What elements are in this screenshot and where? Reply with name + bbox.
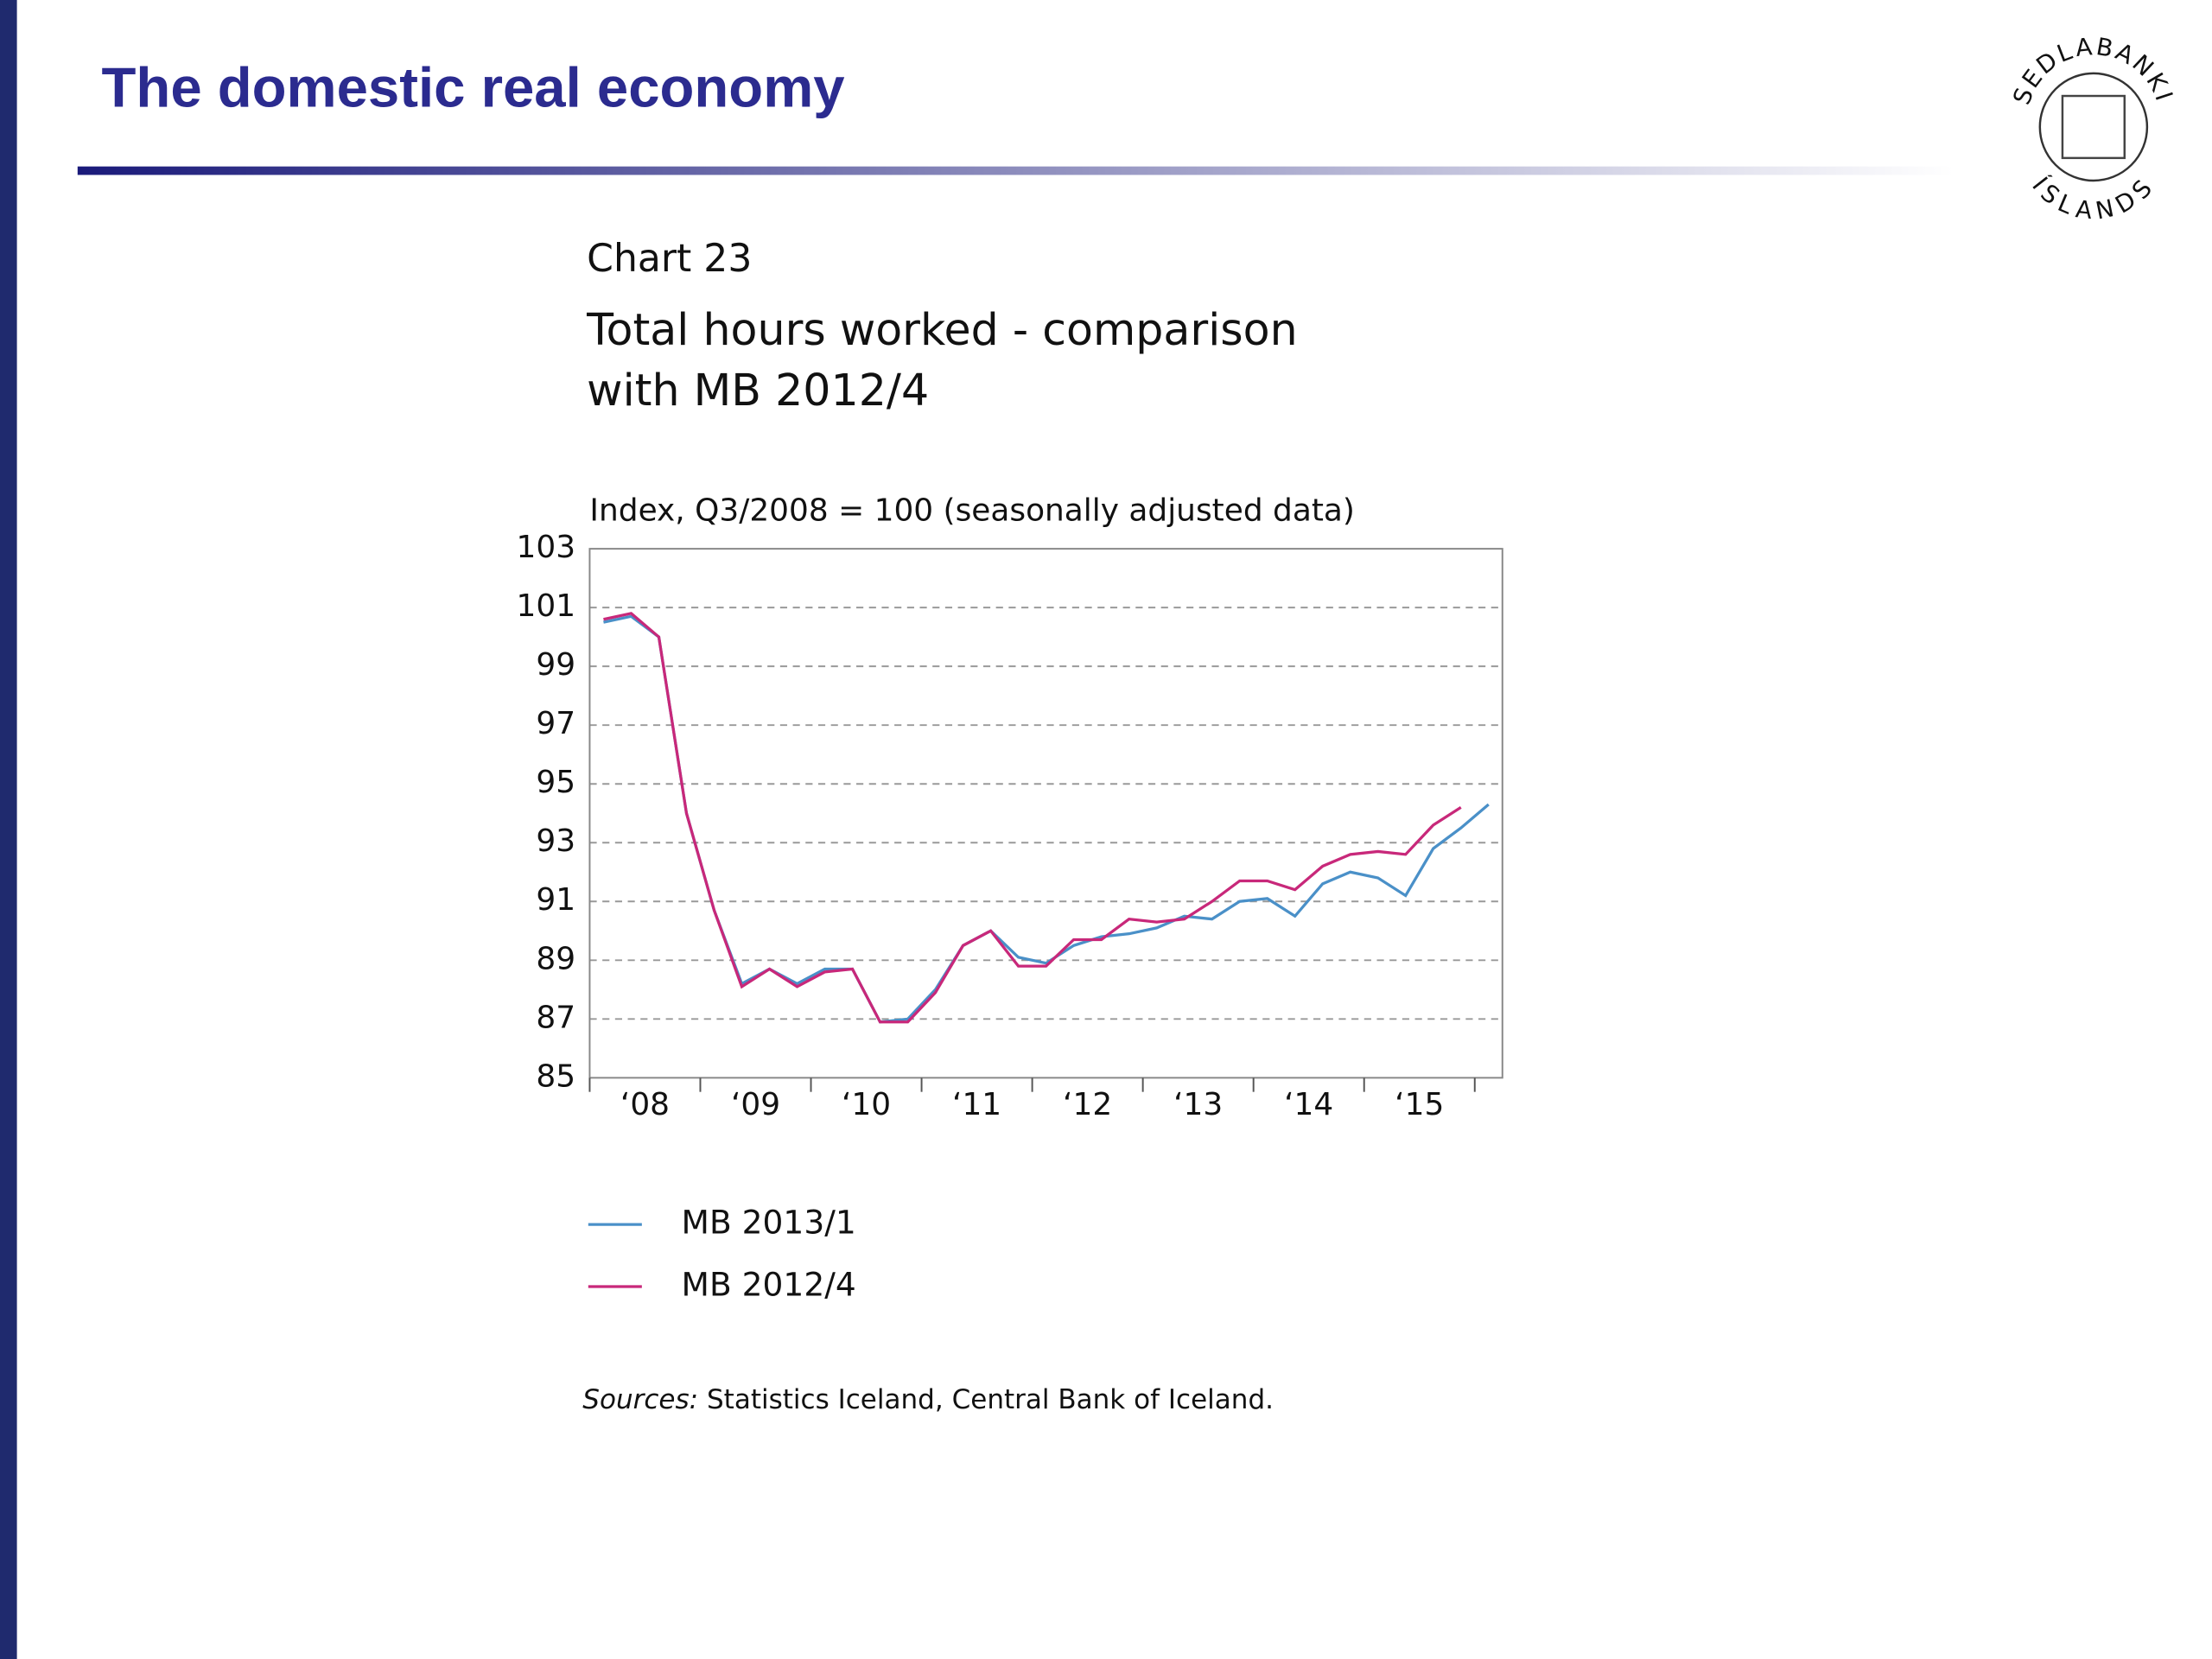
y-tick-label: 93 bbox=[536, 823, 575, 859]
source-label: Sources: bbox=[582, 1384, 698, 1415]
y-tick-label: 91 bbox=[536, 882, 575, 918]
x-tick-label: ‘09 bbox=[731, 1087, 780, 1122]
chart-title: Total hours worked - comparison bbox=[586, 304, 1298, 355]
title-rule bbox=[77, 166, 1955, 175]
slide-title: The domestic real economy bbox=[102, 55, 845, 118]
plot-frame bbox=[588, 548, 1503, 1079]
x-tick-label: ‘12 bbox=[1063, 1087, 1112, 1122]
y-tick-label: 97 bbox=[536, 706, 575, 741]
y-tick-label: 99 bbox=[536, 647, 575, 683]
chart-title: with MB 2012/4 bbox=[587, 365, 929, 416]
logo-bottom: ÍSLANDS bbox=[2026, 171, 2156, 226]
x-tick-label: ‘13 bbox=[1173, 1087, 1223, 1122]
x-tick-label: ‘08 bbox=[620, 1087, 670, 1122]
x-tick-label: ‘14 bbox=[1284, 1087, 1333, 1122]
chart-subtitle: Index, Q3/2008 = 100 (seasonally adjuste… bbox=[589, 493, 1354, 529]
x-tick-label: ‘10 bbox=[842, 1087, 891, 1122]
y-tick-label: 89 bbox=[536, 941, 575, 976]
logo-shield bbox=[2061, 94, 2126, 160]
series-line bbox=[603, 614, 1490, 1024]
y-tick-label: 87 bbox=[536, 1000, 575, 1035]
side-bar bbox=[0, 0, 17, 1659]
source-text: Statistics Iceland, Central Bank of Icel… bbox=[707, 1384, 1274, 1415]
y-tick-label: 85 bbox=[536, 1058, 575, 1094]
source: Sources: Statistics Iceland, Central Ban… bbox=[582, 1384, 1274, 1415]
x-tick-label: ‘15 bbox=[1395, 1087, 1444, 1122]
x-tick-label: ‘11 bbox=[952, 1087, 1001, 1122]
legend-label: MB 2013/1 bbox=[682, 1204, 856, 1242]
chart-label: Chart 23 bbox=[587, 237, 752, 281]
y-tick-label: 101 bbox=[517, 588, 576, 624]
legend-label: MB 2012/4 bbox=[682, 1265, 856, 1303]
y-tick-label: 103 bbox=[517, 530, 576, 565]
y-tick-label: 95 bbox=[536, 765, 575, 800]
logo-ring bbox=[2038, 72, 2149, 182]
series-line bbox=[603, 612, 1462, 1024]
logo-text-bottom: ÍSLANDS bbox=[2026, 171, 2160, 226]
logo: SEDLABANKI ÍSLANDS bbox=[2007, 32, 2176, 226]
